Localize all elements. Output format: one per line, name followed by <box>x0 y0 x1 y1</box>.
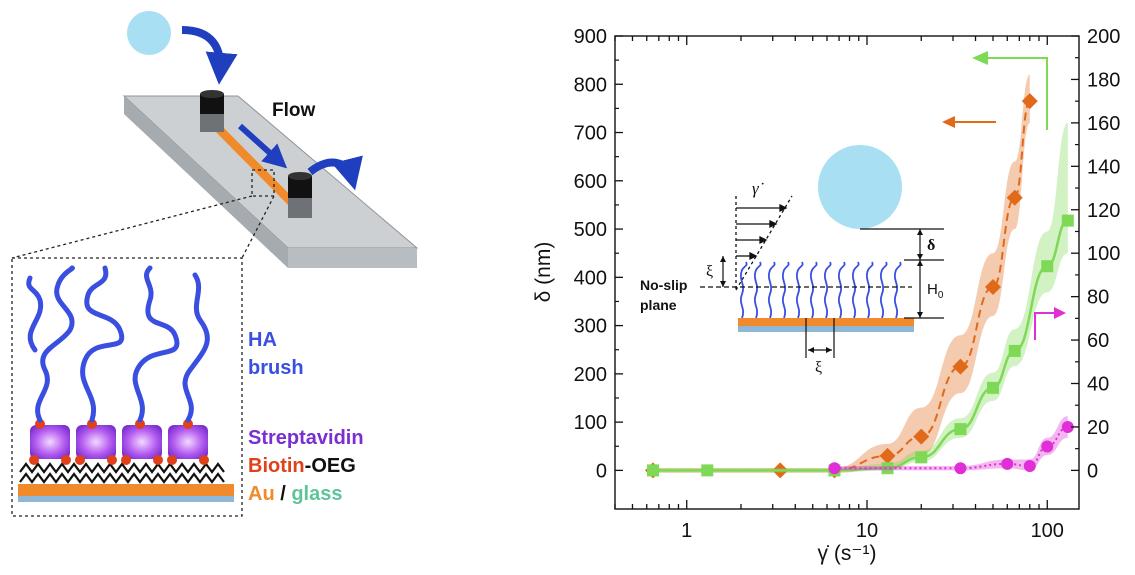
x-axis-label: γ̇ (s⁻¹) <box>818 542 877 565</box>
outflow-arrow-icon <box>307 155 363 191</box>
y2-tick-label: 60 <box>1087 330 1109 352</box>
green-series-left-axis-arrow-icon <box>972 51 1048 130</box>
series-0-point-8 <box>1021 93 1038 110</box>
gold-layer <box>18 484 234 496</box>
series-1-point-0 <box>647 464 660 477</box>
inset-delta-label: δ <box>927 237 935 254</box>
series-2-point-1 <box>954 462 967 475</box>
inflow-arrow-icon <box>181 26 238 85</box>
axis-layer: 1 10 100 0 100 200 300 400 500 600 700 800 900 0 20 40 6… <box>574 26 1121 542</box>
no-slip-label-line2: plane <box>640 297 677 313</box>
inset-gold-layer <box>738 318 914 326</box>
inset-brush-chains <box>739 261 902 319</box>
inset-bead-icon <box>818 145 902 229</box>
series-0-point-4 <box>913 428 930 445</box>
series-1-point-4 <box>915 451 928 464</box>
y2-tick-label: 160 <box>1087 113 1120 135</box>
y-tick-label: 700 <box>574 123 607 145</box>
inset-glass-layer <box>738 326 914 332</box>
y2-tick-label: 100 <box>1087 243 1120 265</box>
y-tick-label: 500 <box>574 219 607 241</box>
series-1-curve <box>653 219 1069 472</box>
series-2-point-3 <box>1023 460 1036 473</box>
streptavidin-label: Streptavidin <box>248 427 364 449</box>
series-1-point-9 <box>1061 214 1074 227</box>
inset-xi-vertical-label: ξ <box>706 263 713 280</box>
no-slip-label-line1: No-slip <box>640 277 687 293</box>
series-0-point-5 <box>952 358 969 375</box>
x-tick-label: 100 <box>1031 520 1064 542</box>
outlet-port-icon <box>288 172 312 218</box>
plot-frame <box>614 35 1080 510</box>
y2-tick-label: 140 <box>1087 156 1120 178</box>
y2-tick-label: 200 <box>1087 26 1120 48</box>
brush-inset: γ̇ No-slip plane <box>640 145 944 376</box>
inset-xi-horizontal-label: ξ <box>815 359 822 376</box>
y2-tick-label: 80 <box>1087 287 1109 309</box>
series-2-point-5 <box>1061 420 1074 433</box>
y-tick-label: 400 <box>574 267 607 289</box>
glass-slide-top <box>122 95 419 249</box>
bead-icon <box>127 11 171 55</box>
y2-tick-label: 180 <box>1087 69 1120 91</box>
y-tick-label: 0 <box>596 460 607 482</box>
magenta-series-right-axis-arrow-icon <box>1034 307 1066 340</box>
y-axis-label: δ (nm) <box>532 242 555 303</box>
series-1-point-7 <box>1008 344 1021 357</box>
series-2-point-0 <box>828 462 841 475</box>
flow-label: Flow <box>272 100 315 121</box>
glass-slide-side <box>288 248 417 268</box>
y-tick-label: 800 <box>574 74 607 96</box>
series-1-point-5 <box>954 423 967 436</box>
surface-zoom-box <box>11 257 243 517</box>
series-1-point-1 <box>701 464 714 477</box>
biotin-oeg-label: Biotin-OEG <box>248 455 356 477</box>
y2-tick-label: 40 <box>1087 374 1109 396</box>
ha-label-line1: HA <box>248 329 277 351</box>
series-2-point-2 <box>1001 457 1014 470</box>
au-glass-label: Au / glass <box>248 483 343 505</box>
orange-series-left-axis-arrow-icon <box>942 116 996 128</box>
flow-channel <box>206 122 307 212</box>
y2-tick-label: 0 <box>1087 460 1098 482</box>
series-1-point-8 <box>1041 260 1054 273</box>
y-tick-label: 600 <box>574 171 607 193</box>
y2-tick-label: 120 <box>1087 200 1120 222</box>
series-0-point-3 <box>879 447 896 464</box>
ha-brush-chains <box>26 265 210 423</box>
glass-slide-edge <box>124 96 288 268</box>
zoom-line-left <box>11 195 253 259</box>
biotin-dots <box>29 419 209 465</box>
chart: 1 10 100 0 100 200 300 400 500 600 700 800 900 0 20 40 6… <box>532 26 1120 565</box>
y-tick-label: 900 <box>574 26 607 48</box>
y-tick-label: 200 <box>574 364 607 386</box>
inset-shear-rate-label: γ̇ <box>752 179 764 198</box>
y-tick-label: 300 <box>574 316 607 338</box>
series-0-point-7 <box>1006 189 1023 206</box>
series-2-point-4 <box>1041 440 1054 453</box>
series-1-point-3 <box>881 462 894 475</box>
series-0-point-6 <box>984 278 1001 295</box>
flow-chamber-illustration: Flow <box>11 11 419 517</box>
ha-label-line2: brush <box>248 357 304 379</box>
inset-h0-label: H0 <box>927 281 944 301</box>
channel-flow-arrow-icon <box>237 123 288 169</box>
series-1-point-6 <box>986 381 999 394</box>
streptavidin-layer <box>30 425 208 459</box>
plot-layer <box>645 74 1074 479</box>
glass-layer <box>18 496 234 502</box>
y2-tick-label: 20 <box>1087 417 1109 439</box>
y-tick-label: 100 <box>574 412 607 434</box>
x-tick-label: 10 <box>856 520 878 542</box>
x-tick-label: 1 <box>681 520 692 542</box>
inlet-port-icon <box>200 90 224 132</box>
oeg-layer <box>19 462 225 484</box>
